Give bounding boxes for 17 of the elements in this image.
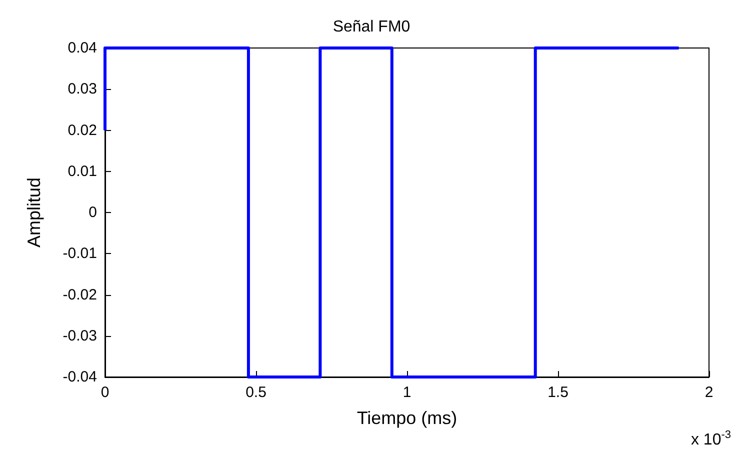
y-tick-label: -0.03 [62,327,97,344]
x-tick-label: 2 [704,384,714,401]
y-tick-label: 0.03 [68,80,97,98]
chart-title: Señal FM0 [332,18,410,36]
x-tick-label: 0.5 [246,384,266,401]
y-tick-label: 0.04 [68,40,97,56]
x-tick-label: 1.5 [548,384,568,401]
y-tick-label: -0.02 [62,286,97,304]
x-tick-label: 1 [402,384,412,401]
y-tick-label: -0.04 [62,368,97,386]
y-tick-label: -0.01 [62,245,97,262]
x-axis-title: Tiempo (ms) [356,408,458,428]
x-tick-label: 0 [100,384,110,401]
y-tick-label: 0.01 [68,162,97,180]
y-tick-label: 0.02 [68,122,97,139]
y-axis-title: Amplitud [24,177,44,248]
y-tick-label: 0 [88,204,97,221]
